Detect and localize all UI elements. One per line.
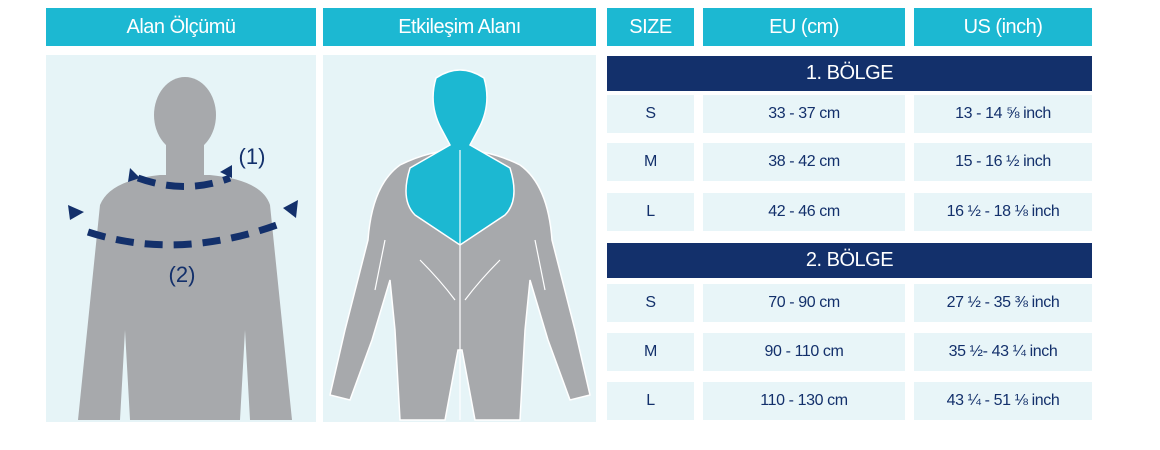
table-cell: S bbox=[607, 284, 694, 322]
table-cell: 33 - 37 cm bbox=[703, 95, 905, 133]
measure-lines bbox=[86, 174, 287, 249]
measure-label: (1) bbox=[239, 144, 266, 169]
table-cell: 13 - 14 ⅝ inch bbox=[914, 95, 1092, 133]
muscle-figure bbox=[329, 69, 591, 421]
table-cell: 70 - 90 cm bbox=[703, 284, 905, 322]
left-title: Alan Ölçümü bbox=[46, 8, 316, 46]
middle-title: Etkileşim Alanı bbox=[323, 8, 596, 46]
table-cell: 43 ¼ - 51 ⅛ inch bbox=[914, 382, 1092, 420]
table-cell: 90 - 110 cm bbox=[703, 333, 905, 371]
table-cell: 27 ½ - 35 ⅜ inch bbox=[914, 284, 1092, 322]
column-header: EU (cm) bbox=[703, 8, 905, 46]
measure-label: (2) bbox=[169, 262, 196, 287]
table-cell: M bbox=[607, 143, 694, 181]
arrows bbox=[68, 165, 298, 220]
section-title: 2. BÖLGE bbox=[607, 243, 1092, 278]
column-header: SIZE bbox=[607, 8, 694, 46]
body-silhouette bbox=[78, 77, 292, 420]
table-cell: M bbox=[607, 333, 694, 371]
table-cell: 110 - 130 cm bbox=[703, 382, 905, 420]
table-cell: 35 ½- 43 ¼ inch bbox=[914, 333, 1092, 371]
table-cell: L bbox=[607, 382, 694, 420]
table-cell: L bbox=[607, 193, 694, 231]
table-cell: 38 - 42 cm bbox=[703, 143, 905, 181]
column-header: US (inch) bbox=[914, 8, 1092, 46]
section-title: 1. BÖLGE bbox=[607, 56, 1092, 91]
table-cell: 42 - 46 cm bbox=[703, 193, 905, 231]
table-cell: 15 - 16 ½ inch bbox=[914, 143, 1092, 181]
table-cell: 16 ½ - 18 ⅛ inch bbox=[914, 193, 1092, 231]
table-cell: S bbox=[607, 95, 694, 133]
